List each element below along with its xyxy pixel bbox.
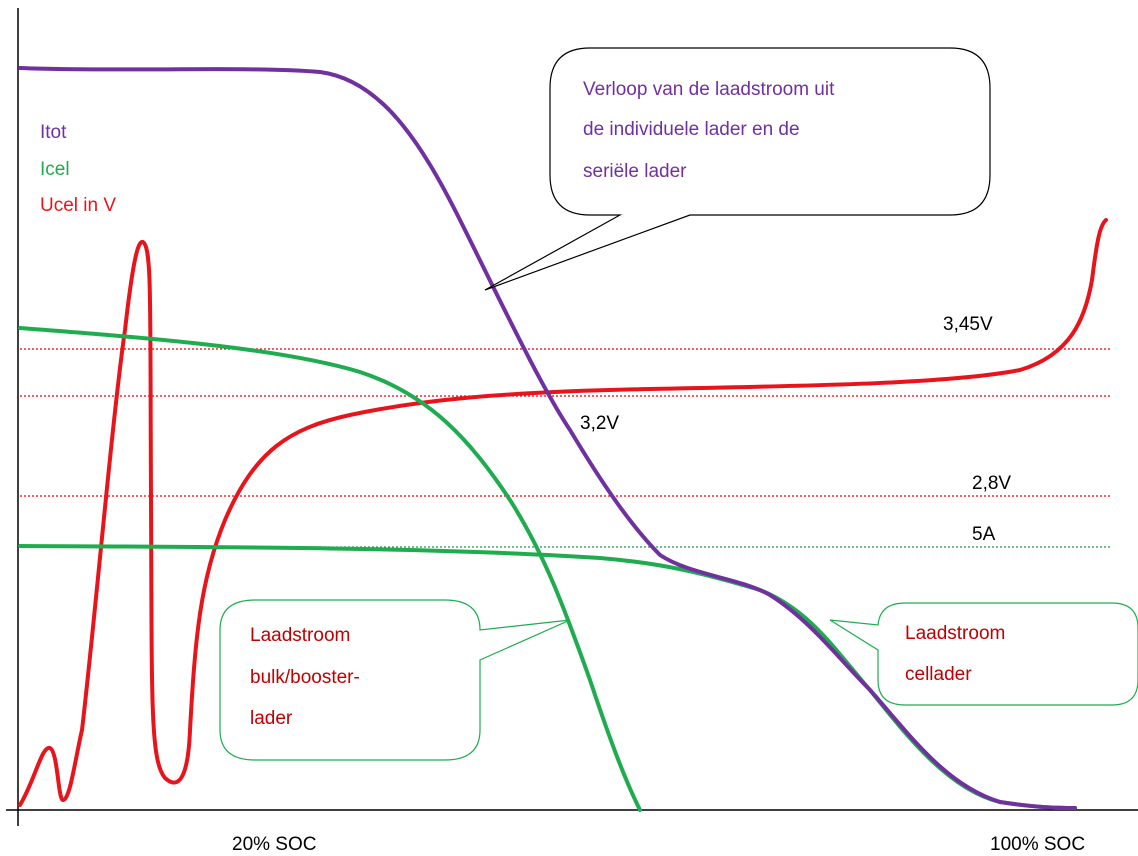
x-label: 100% SOC: [990, 834, 1085, 855]
level-label: 2,8V: [972, 473, 1011, 494]
callout-text: seriële lader: [583, 161, 687, 182]
legend-item: Ucel in V: [40, 195, 116, 216]
level-label: 3,2V: [580, 413, 619, 434]
callout-text: lader: [250, 708, 293, 729]
legend-item: Icel: [40, 159, 70, 180]
callout: [219, 599, 571, 761]
callout-text: Verloop van de laadstroom uit: [583, 79, 835, 100]
icel-bulk-curve: [18, 326, 642, 812]
callout-text: Laadstroom: [250, 625, 350, 646]
callout: [484, 47, 991, 291]
callout-text: Laadstroom: [905, 623, 1005, 644]
callout-text: de individuele lader en de: [583, 119, 800, 140]
itot-curve: [18, 66, 1077, 810]
legend-item: Itot: [40, 122, 67, 143]
x-label: 20% SOC: [232, 834, 316, 855]
level-label: 3,45V: [943, 314, 993, 335]
callout-text: bulk/booster-: [250, 667, 360, 688]
callout: [829, 602, 1138, 706]
level-label: 5A: [972, 524, 996, 545]
ucel-curve: [18, 218, 1108, 807]
callout-text: cellader: [905, 664, 972, 685]
